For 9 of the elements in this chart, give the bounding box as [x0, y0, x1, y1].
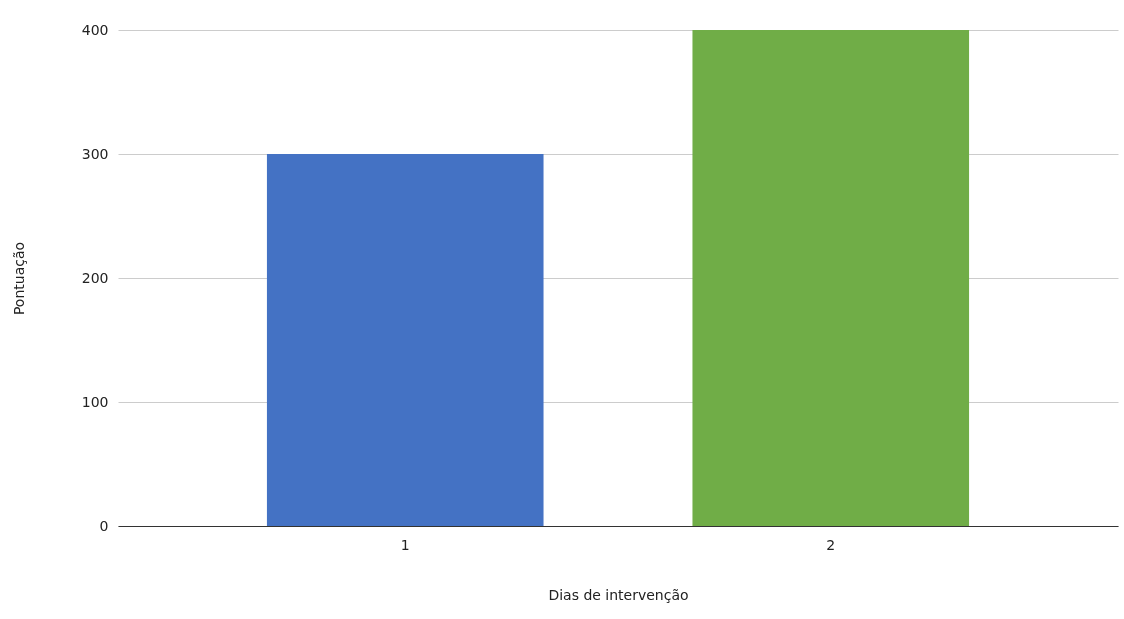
- y-tick-label: 400: [81, 21, 109, 38]
- y-tick-label: 0: [99, 517, 109, 534]
- x-tick-label: 2: [826, 536, 836, 553]
- x-tick-label: 1: [400, 536, 410, 553]
- y-tick-label: 100: [81, 393, 109, 410]
- y-tick-label: 300: [81, 145, 109, 162]
- x-axis-title: Dias de intervenção: [548, 586, 689, 603]
- y-axis-title: Pontuação: [10, 241, 27, 316]
- y-tick-label: 200: [81, 269, 109, 286]
